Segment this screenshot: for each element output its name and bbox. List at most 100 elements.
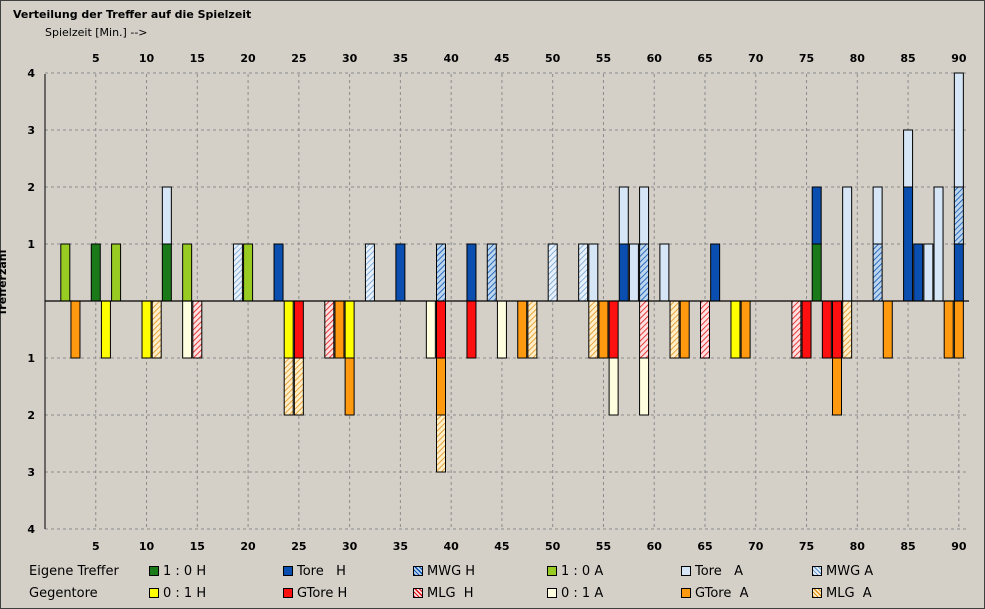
bar-tore-a-min-88 [933,186,944,302]
x-tick-label-top: 65 [697,52,712,65]
y-tick-label-lower: 2 [27,409,35,422]
x-tick-label-bottom: 45 [494,540,509,553]
bar-1-0-h-min-5 [90,243,101,302]
bar-gtore-a-min-30 [344,357,355,416]
legend-swatch [681,588,691,598]
x-tick-label-top: 20 [240,52,256,65]
bar-gtore-a-min-90 [953,300,964,359]
bar-0-1-h-min-30 [344,300,355,359]
bar-0-1-a-min-59 [639,357,650,416]
bar-mwg-h-min-39 [436,243,446,302]
bar-tore-h-min-57 [618,243,629,302]
legend-label: Tore A [695,563,744,579]
x-tick-label-bottom: 90 [951,540,967,553]
legend-label: GTore A [695,585,749,601]
y-tick-label-lower: 1 [27,352,35,365]
x-tick-label-bottom: 55 [596,540,611,553]
bar-mlg-a-min-25 [293,357,304,416]
bar-1-0-h-min-12 [161,243,172,302]
legend-swatch [413,566,423,576]
bar-gtore-a-min-83 [882,300,893,359]
legend-swatch [812,588,822,598]
x-tick-label-top: 35 [393,52,408,65]
bar-gtore-a-min-78 [832,357,842,416]
legend-label: GTore H [297,585,348,601]
bar-gtore-a-min-29 [334,300,345,359]
bar-mwg-a-min-53 [578,243,589,302]
x-tick-label-bottom: 20 [240,540,256,553]
bar-mwg-a-min-50 [547,243,558,302]
x-tick-label-top: 75 [799,52,814,65]
bar-mwg-a-min-32 [364,243,375,302]
x-tick-label-top: 30 [342,52,358,65]
bar-mlg-a-min-79 [842,300,853,359]
legend-item-1-0-h: 1 : 0 H [149,563,206,579]
x-tick-label-bottom: 25 [291,540,306,553]
x-tick-label-bottom: 30 [342,540,358,553]
bar-0-1-a-min-56 [608,357,619,416]
bar-0-1-a-min-14 [182,300,193,359]
bar-1-0-a-min-20 [243,243,254,302]
bar-tore-a-min-90 [953,72,964,188]
x-tick-label-bottom: 80 [850,540,866,553]
bar-tore-h-min-90 [953,243,964,302]
legend-swatch [283,566,293,576]
bar-0-1-h-min-10 [141,300,152,359]
legend-item-tore-a: Tore A [681,563,743,579]
bar-1-0-h-min-76 [811,243,822,302]
legend-label: MLG A [826,585,872,601]
x-tick-label-top: 10 [139,52,155,65]
bar-tore-a-min-79 [842,186,853,302]
bar-mlg-h-min-74 [791,300,802,359]
legend-label: MLG H [427,585,474,601]
x-tick-label-top: 50 [545,52,561,65]
x-tick-label-bottom: 40 [443,540,459,553]
legend-item-mwg-a: MWG A [812,563,873,579]
bar-mlg-a-min-24 [283,357,294,416]
bar-gtore-a-min-89 [943,300,954,359]
x-tick-label-top: 80 [850,52,866,65]
legend-row-conceded-label: Gegentore [29,586,98,601]
bar-gtore-a-min-39 [436,357,446,416]
legend-item-1-0-a: 1 : 0 A [547,563,603,579]
bar-tore-a-min-58 [628,243,639,302]
x-tick-label-top: 70 [748,52,764,65]
bar-tore-h-min-42 [466,243,477,302]
bar-tore-h-min-23 [273,243,284,302]
bar-mlg-h-min-59 [639,300,650,359]
bar-mlg-h-min-28 [324,300,335,359]
bar-mlg-a-min-62 [669,300,680,359]
x-tick-label-top: 15 [190,52,205,65]
legend-swatch [283,588,293,598]
bar-gtore-a-min-55 [598,300,609,359]
legend-row-own-goals-label: Eigene Treffer [29,564,119,579]
bar-tore-a-min-87 [923,243,934,302]
bar-mwg-h-min-90 [953,186,964,245]
bar-mwg-h-min-82 [872,243,883,302]
bar-gtore-a-min-63 [679,300,690,359]
legend-label: 1 : 0 H [163,563,207,579]
legend-swatch [149,588,159,598]
legend-swatch [812,566,822,576]
bar-gtore-h-min-39 [436,300,446,359]
bar-mlg-a-min-39 [436,414,446,473]
x-tick-label-bottom: 75 [799,540,814,553]
bar-tore-a-min-85 [903,129,914,188]
bar-tore-h-min-86 [913,243,924,302]
x-tick-label-top: 5 [92,52,100,65]
x-tick-label-top: 90 [951,52,967,65]
x-tick-label-top: 85 [900,52,915,65]
x-tick-label-bottom: 10 [139,540,155,553]
legend-item-gtore-a: GTore A [681,585,749,601]
bar-tore-a-min-57 [618,186,629,245]
legend-label: 0 : 1 H [163,585,207,601]
y-tick-label-upper: 4 [27,67,35,80]
legend-swatch [547,566,557,576]
x-tick-label-top: 45 [494,52,509,65]
bar-1-0-a-min-2 [60,243,71,302]
x-tick-label-top: 55 [596,52,611,65]
x-axis-caption: Spielzeit [Min.] --> [45,26,148,39]
y-tick-label-lower: 4 [27,523,35,536]
legend-swatch [681,566,691,576]
